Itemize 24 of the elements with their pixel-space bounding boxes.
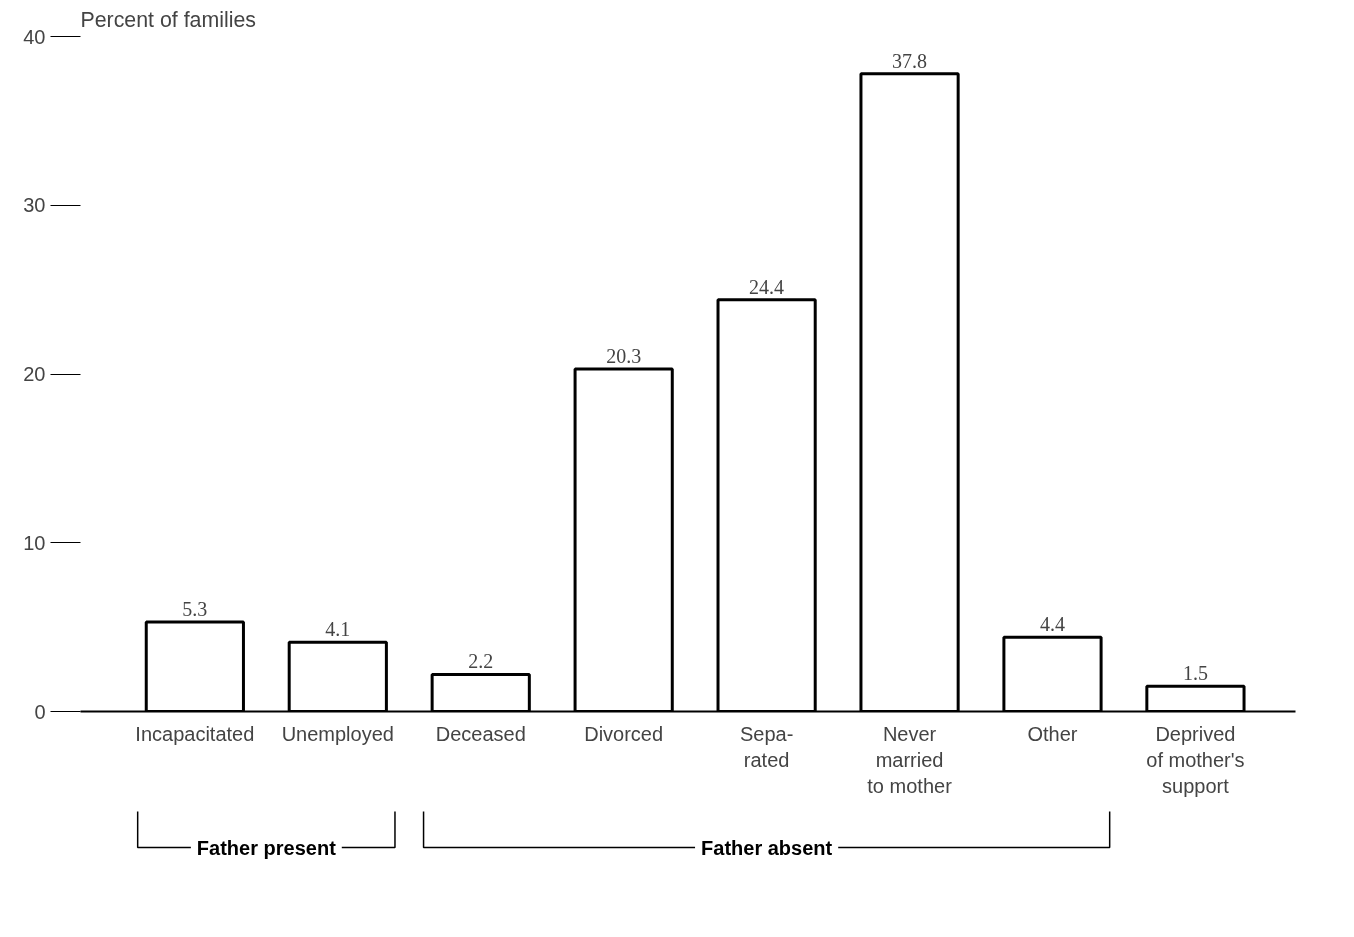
data-label: 37.8 — [892, 49, 928, 72]
data-label: 5.3 — [182, 598, 208, 621]
x-tick-label: Deceased — [435, 722, 526, 745]
y-tick-label: 0 — [34, 700, 46, 723]
y-tick-label: 10 — [23, 531, 46, 554]
x-tick-label: Sepa- rated — [739, 722, 794, 771]
x-tick-label: Deprived of mother's support — [1146, 722, 1245, 798]
data-label: 4.4 — [1040, 613, 1065, 636]
x-tick-label: Other — [1027, 722, 1078, 745]
text: Father absent — [701, 836, 833, 859]
text: Father present — [196, 836, 337, 859]
x-tick-label: Divorced — [584, 722, 664, 745]
y-axis-title: Percent of families — [80, 7, 256, 32]
x-tick-label: Never married to mother — [867, 722, 953, 798]
data-label: 1.5 — [1182, 662, 1208, 685]
y-tick-label: 40 — [23, 25, 46, 48]
data-label: 2.2 — [468, 650, 494, 673]
y-tick-label: 20 — [23, 363, 46, 385]
data-label: 20.3 — [606, 344, 642, 367]
y-tick-label: 30 — [23, 194, 46, 217]
x-tick-label: Unemployed — [281, 722, 394, 745]
x-tick-label: Incapacitated — [135, 722, 255, 745]
data-label: 24.4 — [749, 275, 785, 298]
data-label: 4.1 — [325, 618, 351, 641]
